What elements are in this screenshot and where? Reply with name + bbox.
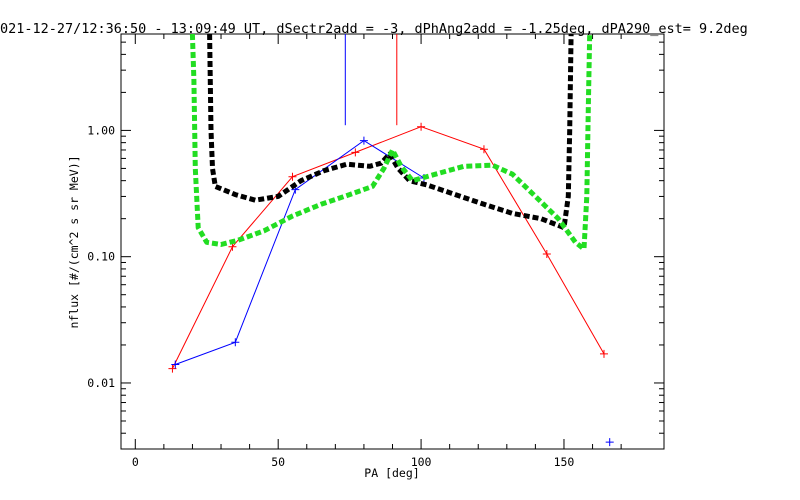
series-3-curve [207, 34, 574, 231]
x-tick-label: 50 [271, 455, 285, 469]
y-axis-ticks: 0.01 0.10 1.00 [87, 41, 664, 450]
y-tick-label: 0.01 [87, 376, 115, 390]
x-axis-label: PA [deg] [364, 466, 419, 480]
plot-frame [120, 33, 665, 450]
series-4 [189, 34, 593, 252]
data-point [417, 122, 426, 131]
data-point [288, 172, 297, 181]
x-tick-label: 100 [411, 455, 432, 469]
series-0-line [171, 126, 605, 369]
series-4-curve [189, 34, 593, 252]
series-3 [207, 34, 574, 231]
x-tick-label: 150 [554, 455, 575, 469]
data-point [599, 349, 608, 358]
series-layer [168, 34, 614, 447]
series-2 [605, 438, 614, 447]
data-point [171, 360, 180, 369]
data-point [359, 136, 368, 145]
data-point [479, 145, 488, 154]
data-point [605, 438, 614, 447]
data-point [168, 364, 177, 373]
data-point [351, 148, 360, 157]
x-tick-label: 0 [132, 455, 139, 469]
y-tick-label: 0.10 [87, 250, 115, 264]
chart-title: 021-12-27/12:36:50 - 13:09:49 UT, dSectr… [0, 21, 748, 37]
x-axis-ticks: 0 50 100 150 [132, 34, 622, 469]
series-0 [168, 122, 608, 373]
y-tick-label: 1.00 [87, 123, 115, 137]
series-1 [171, 136, 428, 369]
y-axis-label: nflux [#/(cm^2 s sr MeV)] [67, 155, 81, 328]
data-point [542, 250, 551, 259]
data-point [231, 338, 240, 347]
